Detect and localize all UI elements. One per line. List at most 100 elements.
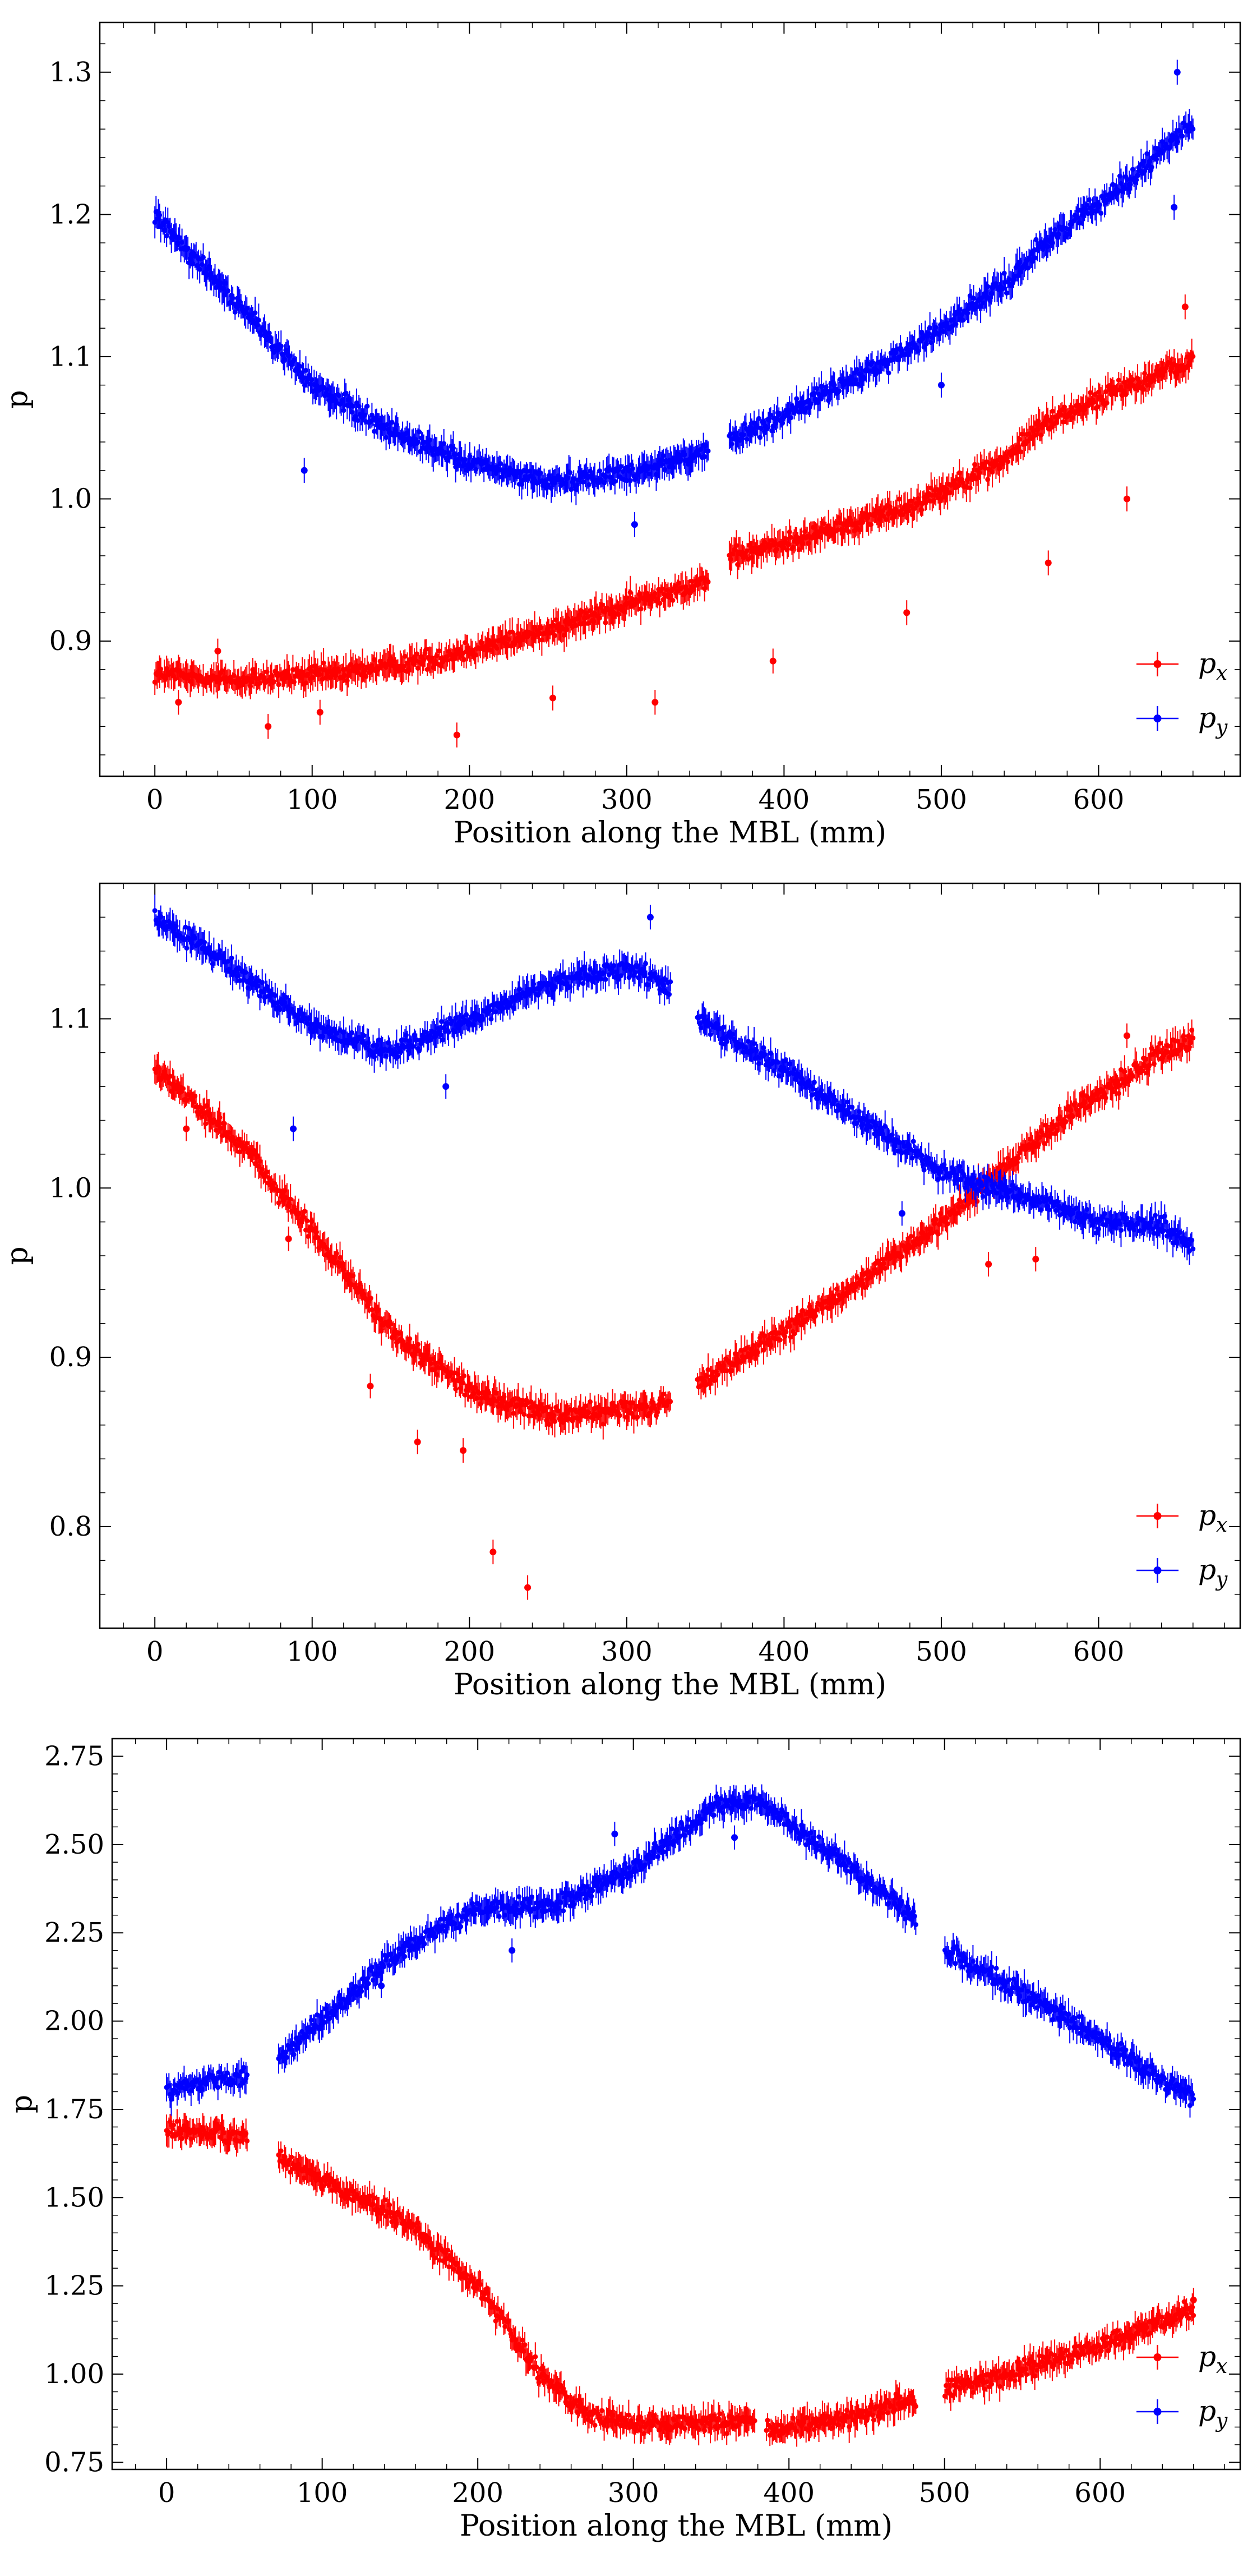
- data-point: [269, 674, 274, 679]
- data-point: [597, 615, 602, 621]
- data-point: [1110, 182, 1116, 187]
- data-point: [794, 396, 800, 402]
- data-point: [819, 384, 824, 389]
- data-point: [951, 317, 956, 322]
- data-point: [415, 665, 420, 671]
- data-point: [715, 1372, 720, 1377]
- data-point: [309, 377, 315, 383]
- data-point: [491, 638, 496, 644]
- data-point: [414, 651, 419, 657]
- data-point: [678, 457, 684, 463]
- data-point: [528, 1399, 534, 1405]
- data-point: [954, 1210, 960, 1216]
- data-point: [276, 682, 281, 688]
- data-point: [372, 657, 377, 662]
- data-point: [288, 1196, 293, 1202]
- data-point: [434, 1372, 440, 1377]
- data-point: [474, 1395, 480, 1401]
- data-point: [785, 542, 791, 547]
- data-point: [421, 657, 427, 663]
- data-point: [1065, 231, 1071, 237]
- data-point: [244, 305, 249, 311]
- data-point: [192, 1093, 198, 1099]
- data-point: [201, 255, 206, 260]
- data-point: [564, 627, 569, 633]
- data-point: [933, 1216, 939, 1222]
- outlier-point: [1045, 559, 1052, 566]
- data-point: [787, 529, 792, 535]
- data-point: [583, 1403, 588, 1409]
- data-point: [602, 480, 607, 485]
- data-point: [664, 587, 669, 593]
- data-point: [919, 507, 925, 513]
- x-tick-label: 100: [286, 784, 338, 815]
- data-point: [729, 1368, 734, 1373]
- data-point: [360, 663, 365, 669]
- data-point: [705, 448, 711, 454]
- data-point: [340, 398, 345, 403]
- data-point: [660, 453, 666, 458]
- data-point: [806, 541, 811, 546]
- data-point: [451, 445, 456, 451]
- data-point: [646, 471, 652, 477]
- data-point: [158, 666, 164, 672]
- data-point: [796, 547, 802, 552]
- data-point: [741, 432, 746, 437]
- data-point: [845, 529, 851, 534]
- data-point: [876, 369, 882, 375]
- data-point: [567, 470, 573, 476]
- data-point: [1167, 146, 1172, 151]
- data-point: [1151, 377, 1157, 383]
- data-point: [258, 333, 264, 338]
- data-point: [908, 498, 914, 504]
- data-point: [735, 562, 741, 567]
- legend-marker: [1153, 660, 1162, 668]
- data-point: [655, 1409, 660, 1415]
- data-point: [703, 443, 709, 448]
- data-point: [862, 1285, 868, 1291]
- data-point: [455, 1371, 461, 1377]
- data-point: [759, 1340, 764, 1345]
- series-p_x: [152, 294, 1196, 748]
- data-point: [521, 1412, 527, 1417]
- data-point: [882, 1265, 888, 1271]
- data-point: [988, 291, 994, 296]
- data-point: [437, 1358, 443, 1363]
- data-point: [1088, 390, 1093, 395]
- data-point: [251, 1148, 257, 1153]
- data-point: [926, 331, 931, 337]
- data-point: [638, 606, 644, 612]
- data-point: [1069, 404, 1074, 410]
- data-point: [588, 468, 593, 474]
- data-point: [934, 487, 940, 492]
- data-point: [177, 235, 182, 241]
- data-point: [977, 471, 982, 476]
- data-point: [271, 1181, 277, 1186]
- data-point: [324, 1246, 330, 1252]
- data-point: [1052, 227, 1058, 232]
- data-point: [791, 545, 796, 550]
- data-point: [463, 1392, 468, 1398]
- data-point: [249, 680, 255, 685]
- data-point: [967, 485, 973, 491]
- data-point: [960, 317, 965, 323]
- data-point: [402, 653, 408, 659]
- data-point: [203, 1121, 209, 1127]
- data-point: [364, 403, 370, 409]
- y-tick-label: 1.2: [49, 199, 92, 230]
- data-point: [362, 412, 368, 418]
- data-point: [264, 1169, 270, 1175]
- data-point: [1149, 164, 1154, 170]
- data-point: [214, 1127, 219, 1133]
- data-point: [551, 1413, 556, 1418]
- data-point: [544, 1417, 549, 1423]
- data-point: [1066, 227, 1072, 232]
- data-point: [783, 1329, 789, 1335]
- data-point: [573, 486, 579, 492]
- data-point: [304, 1218, 310, 1224]
- data-point: [415, 1342, 420, 1347]
- data-point: [1130, 167, 1135, 172]
- data-point: [773, 421, 778, 426]
- plot-frame: [99, 21, 1241, 777]
- data-point: [612, 478, 618, 484]
